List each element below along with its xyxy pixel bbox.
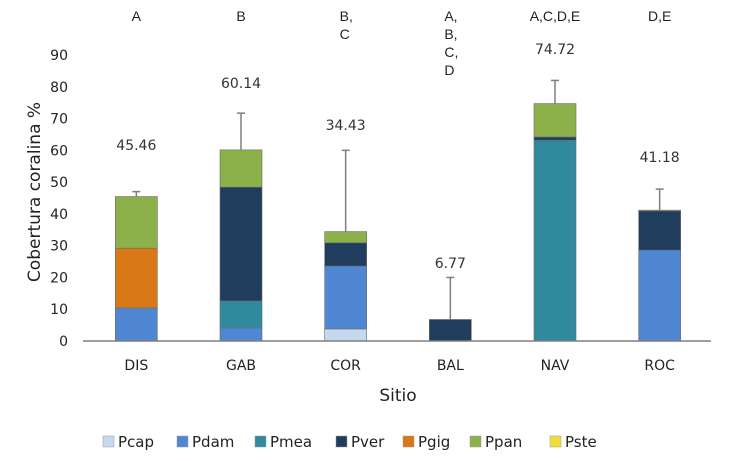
bar-segment-pdam-dis <box>115 307 158 342</box>
group-letter: A <box>132 8 142 24</box>
bars <box>115 103 681 342</box>
y-tick-label: 20 <box>50 270 68 286</box>
bar-segment-pdam-gab <box>219 327 263 342</box>
error-bars <box>132 79 664 320</box>
bar-segment-ppan-nav <box>533 103 577 138</box>
legend-label-pgig: Pgig <box>418 433 450 451</box>
x-tick-label: GAB <box>226 358 256 374</box>
legend-label-ppan: Ppan <box>485 433 522 451</box>
group-letters: A B B, C A, B, C, D A,C,D,E D,E <box>132 8 672 78</box>
bar-segment-pver-roc <box>638 210 681 251</box>
bar-segment-pcap-cor <box>324 328 367 342</box>
legend-label-pdam: Pdam <box>192 433 234 451</box>
bar-segment-pver-cor <box>324 242 367 267</box>
bar-segment-pver-bal <box>429 319 472 342</box>
y-tick-label: 80 <box>50 80 68 96</box>
x-tick-label: DIS <box>124 358 148 374</box>
legend-swatch-pcap <box>102 435 115 448</box>
y-tick-label: 60 <box>50 143 68 159</box>
x-tick-label: BAL <box>437 358 464 374</box>
bar-segment-pver-gab <box>219 186 263 302</box>
x-tick-label: COR <box>330 358 361 374</box>
y-tick-label: 0 <box>59 334 68 350</box>
y-tick-label: 70 <box>50 112 68 128</box>
bar-segment-ppan-cor <box>324 231 367 244</box>
legend-swatch-pgig <box>402 435 415 448</box>
group-letter: B, <box>340 8 353 24</box>
y-axis-ticks: 0 10 20 30 40 50 60 70 80 90 <box>50 48 68 350</box>
total-label-roc: 41.18 <box>640 150 680 166</box>
total-label-gab: 60.14 <box>221 76 261 92</box>
x-axis-title: Sitio <box>379 386 416 406</box>
bar-segment-pdam-cor <box>324 265 367 330</box>
legend-swatch-pste <box>549 435 562 448</box>
legend-swatch-ppan <box>469 435 482 448</box>
bar-segment-pmea-gab <box>219 300 263 329</box>
group-letter: B, <box>444 26 457 42</box>
group-letter: C, <box>444 44 458 60</box>
group-letter: B <box>236 8 245 24</box>
bar-segment-ppan-dis <box>115 196 158 249</box>
group-letter: C <box>340 26 350 42</box>
legend-label-pver: Pver <box>351 433 385 451</box>
x-tick-label: NAV <box>541 358 570 374</box>
total-label-dis: 45.46 <box>116 138 156 154</box>
legend-label-pste: Pste <box>565 433 597 451</box>
group-letter: D <box>444 62 454 78</box>
bar-segment-pver-nav <box>533 136 577 141</box>
legend-swatch-pver <box>335 435 348 448</box>
group-letter: A,C,D,E <box>530 8 581 24</box>
legend: Pcap Pdam Pmea Pver Pgig Ppan Pste <box>102 433 597 451</box>
y-tick-label: 10 <box>50 302 68 318</box>
x-axis-categories: DIS GAB COR BAL NAV ROC <box>124 358 675 374</box>
total-label-cor: 34.43 <box>326 118 366 134</box>
y-tick-label: 30 <box>50 239 68 255</box>
total-label-nav: 74.72 <box>535 42 575 58</box>
y-tick-label: 40 <box>50 207 68 223</box>
legend-label-pmea: Pmea <box>270 433 312 451</box>
group-letter: D,E <box>648 8 671 24</box>
bar-segment-pste-roc <box>638 209 681 212</box>
y-tick-label: 50 <box>50 175 68 191</box>
legend-label-pcap: Pcap <box>118 433 154 451</box>
bar-segment-pgig-dis <box>115 247 158 309</box>
total-labels: 45.46 60.14 34.43 6.77 74.72 41.18 <box>116 42 679 272</box>
y-axis-title: Cobertura coralina % <box>25 102 45 282</box>
y-tick-label: 90 <box>50 48 68 64</box>
x-tick-label: ROC <box>644 358 675 374</box>
total-label-bal: 6.77 <box>435 256 466 272</box>
bar-segment-ppan-gab <box>219 149 263 188</box>
legend-swatch-pmea <box>254 435 267 448</box>
bar-segment-pmea-nav <box>533 139 577 342</box>
legend-swatch-pdam <box>176 435 189 448</box>
bar-segment-pdam-roc <box>638 249 681 342</box>
group-letter: A, <box>444 8 457 24</box>
